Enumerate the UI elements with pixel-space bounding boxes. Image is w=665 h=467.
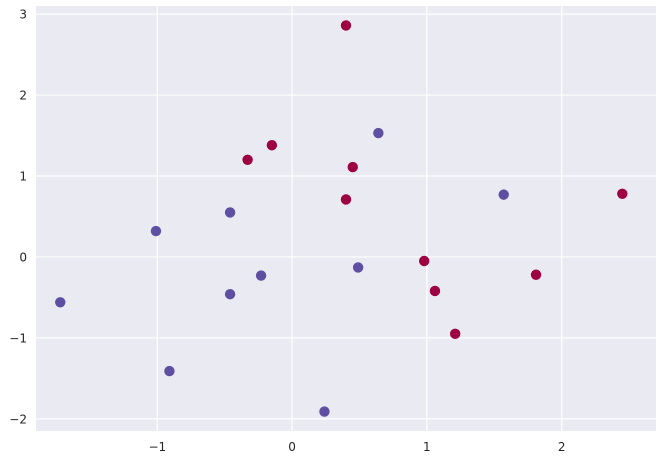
- scatter-point: [340, 20, 352, 31]
- x-tick-label: 2: [558, 440, 566, 454]
- scatter-point: [352, 262, 364, 273]
- scatter-point: [373, 127, 384, 139]
- x-tick-label: 0: [288, 440, 296, 454]
- plot-area: [36, 6, 656, 431]
- y-tick-labels: −2 −1 0 1 2 3: [9, 8, 27, 427]
- scatter-point: [530, 269, 542, 280]
- scatter-point: [429, 285, 441, 297]
- scatter-point: [255, 270, 267, 281]
- scatter-point: [242, 154, 253, 166]
- scatter-point: [340, 194, 352, 205]
- x-tick-labels: −1 0 1 2: [148, 440, 565, 454]
- x-tick-label: 1: [423, 440, 431, 454]
- scatter-point: [150, 225, 162, 237]
- scatter-point: [449, 328, 461, 340]
- y-tick-label: 1: [19, 170, 27, 184]
- scatter-point: [347, 161, 358, 173]
- scatter-point: [266, 140, 278, 151]
- y-tick-label: 3: [19, 8, 27, 22]
- scatter-point: [164, 365, 175, 377]
- data-points: [55, 20, 628, 417]
- scatter-point: [55, 297, 66, 308]
- y-tick-label: 0: [19, 250, 27, 264]
- y-tick-label: −2: [9, 412, 27, 426]
- scatter-point: [617, 188, 628, 200]
- scatter-point: [224, 207, 236, 218]
- scatter-point: [319, 406, 330, 417]
- scatter-point: [498, 189, 509, 200]
- y-tick-label: 2: [19, 89, 27, 103]
- y-tick-label: −1: [9, 331, 27, 345]
- grid-lines: [36, 6, 656, 431]
- scatter-point: [418, 255, 430, 267]
- scatter-point: [224, 288, 236, 300]
- x-tick-label: −1: [148, 440, 166, 454]
